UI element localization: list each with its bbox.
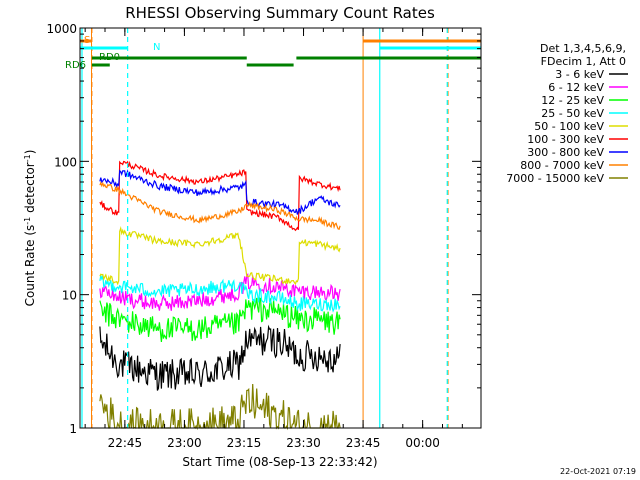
y-axis-label-part3: ) xyxy=(23,150,37,155)
legend-header-line2: FDecim 1, Att 0 xyxy=(541,55,626,68)
x-tick-label-4: 23:45 xyxy=(346,436,381,450)
x-tick-label-5: 00:00 xyxy=(405,436,440,450)
legend-label-6: 300 - 800 keV xyxy=(527,146,604,159)
legend-label-8: 7000 - 15000 keV xyxy=(506,172,604,185)
series-line-0 xyxy=(99,324,341,391)
legend-label-7: 800 - 7000 keV xyxy=(520,159,604,172)
y-axis-label-part2: detector xyxy=(23,162,37,217)
legend-label-4: 50 - 100 keV xyxy=(534,120,604,133)
y-tick-label-1: 10 xyxy=(62,289,77,303)
y-axis-label-sup1: -1 xyxy=(23,217,32,225)
legend-label-0: 3 - 6 keV xyxy=(555,68,604,81)
legend-label-3: 25 - 50 keV xyxy=(541,107,604,120)
series-line-1 xyxy=(99,272,341,311)
y-tick-label-0: 1 xyxy=(69,422,77,436)
footer-timestamp: 22-Oct-2021 07:19 xyxy=(560,467,636,476)
chart-title: RHESSI Observing Summary Count Rates xyxy=(125,4,435,22)
legend-label-2: 12 - 25 keV xyxy=(541,94,604,107)
flag-label-rd6: RD6 xyxy=(65,60,86,71)
y-tick-label-3: 1000 xyxy=(46,22,77,36)
x-tick-label-1: 23:00 xyxy=(167,436,202,450)
ticks-layer: 22:45 23:00 23:15 23:30 23:45 00:00 1 10 100 1000 xyxy=(46,22,481,450)
series-line-6 xyxy=(99,169,341,215)
y-axis-label: Count Rate (s-1 detector-1) xyxy=(23,150,38,307)
series-line-3 xyxy=(99,275,341,313)
legend-label-5: 100 - 300 keV xyxy=(527,133,604,146)
legend-label-1: 6 - 12 keV xyxy=(548,81,604,94)
x-tick-label-3: 23:30 xyxy=(286,436,321,450)
x-tick-label-2: 23:15 xyxy=(227,436,262,450)
series-line-7 xyxy=(99,181,341,230)
series-line-5 xyxy=(99,160,341,232)
plot-layer: S N RD0 RD6 xyxy=(65,28,481,431)
x-axis-label: Start Time (08-Sep-13 22:33:42) xyxy=(182,455,377,469)
y-tick-label-2: 100 xyxy=(54,155,77,169)
legend: Det 1,3,4,5,6,9, FDecim 1, Att 0 3 - 6 k… xyxy=(506,42,628,185)
plot-frame xyxy=(79,27,482,429)
flag-label-n: N xyxy=(153,42,160,53)
series-line-4 xyxy=(99,225,341,286)
y-axis-label-sup2: -1 xyxy=(23,154,32,162)
legend-header-line1: Det 1,3,4,5,6,9, xyxy=(540,42,626,55)
y-axis-label-part1: Count Rate (s xyxy=(23,225,37,307)
series-line-2 xyxy=(99,297,341,342)
flag-label-rd0: RD0 xyxy=(99,52,120,63)
flag-label-s: S xyxy=(84,35,90,46)
x-tick-label-0: 22:45 xyxy=(108,436,143,450)
